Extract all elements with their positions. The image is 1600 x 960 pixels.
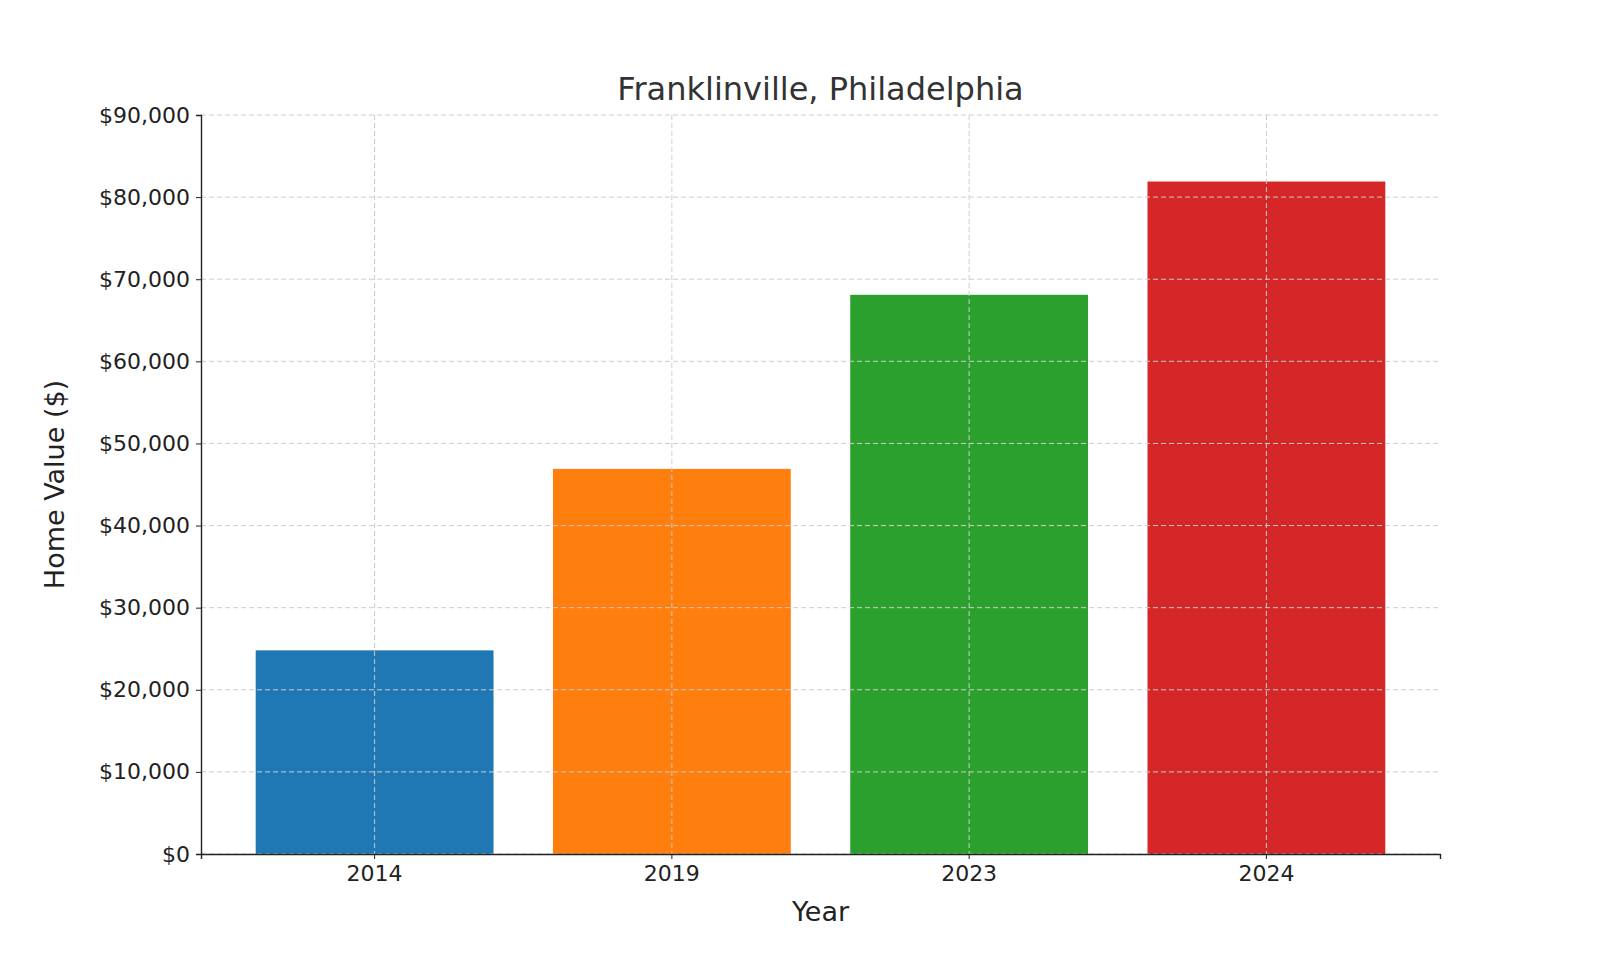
tick-mark xyxy=(196,526,201,527)
grid-line xyxy=(201,279,1440,280)
tick-label: 2024 xyxy=(1238,861,1294,886)
tick-mark xyxy=(196,854,201,855)
tick-label: $60,000 xyxy=(99,349,190,374)
tick-mark xyxy=(196,608,201,609)
tick: $30,000 xyxy=(99,595,201,620)
tick-label: 2019 xyxy=(644,861,700,886)
tick: 2024 xyxy=(1238,854,1294,886)
axis-line xyxy=(196,116,202,855)
tick-label: $0 xyxy=(162,842,190,867)
tick-label: $40,000 xyxy=(99,513,190,538)
grid-line xyxy=(374,115,375,854)
tick-mark xyxy=(1266,854,1267,859)
tick: $10,000 xyxy=(99,759,201,784)
grid-line xyxy=(201,607,1440,608)
grid-line xyxy=(671,115,672,854)
x-axis: 2014 2019 2023 2024 xyxy=(202,854,1441,886)
tick: $90,000 xyxy=(99,103,201,128)
tick: 2023 xyxy=(941,854,997,886)
tick-label: 2014 xyxy=(347,861,403,886)
tick-label: $70,000 xyxy=(99,267,190,292)
tick-mark xyxy=(196,197,201,198)
grid-line xyxy=(201,689,1440,690)
y-axis: $0 $10,000 $20,000 $30,000 $40,000 $50,000 $60… xyxy=(99,103,201,867)
tick-label: $80,000 xyxy=(99,185,190,210)
tick: $70,000 xyxy=(99,267,201,292)
plot-area: $0 $10,000 $20,000 $30,000 $40,000 $50,000 $60… xyxy=(99,103,1440,886)
x-axis-title: Year xyxy=(791,896,850,927)
chart: $0 $10,000 $20,000 $30,000 $40,000 $50,000 $60… xyxy=(0,0,1600,960)
tick-mark xyxy=(196,772,201,773)
tick: $40,000 xyxy=(99,513,201,538)
grid-line xyxy=(969,115,970,854)
grid-line xyxy=(201,197,1440,198)
tick-mark xyxy=(374,854,375,859)
grid-line xyxy=(201,361,1440,362)
tick-label: $90,000 xyxy=(99,103,190,128)
tick-label: $30,000 xyxy=(99,595,190,620)
tick-mark xyxy=(196,361,201,362)
tick: 2019 xyxy=(644,854,700,886)
grid-line xyxy=(201,771,1440,772)
grid-line xyxy=(201,525,1440,526)
tick-label: $50,000 xyxy=(99,431,190,456)
bars xyxy=(256,182,1386,854)
grid-line xyxy=(201,115,1440,116)
tick-label: $20,000 xyxy=(99,677,190,702)
tick: $50,000 xyxy=(99,431,201,456)
tick-mark xyxy=(671,854,672,859)
tick-label: $10,000 xyxy=(99,759,190,784)
axis-line xyxy=(202,855,1441,860)
y-axis-title: Home Value ($) xyxy=(39,380,70,589)
tick: $60,000 xyxy=(99,349,201,374)
grid-line xyxy=(1266,115,1267,854)
tick-mark xyxy=(196,279,201,280)
grid xyxy=(201,115,1440,854)
title: Franklinville, Philadelphia xyxy=(617,70,1023,108)
tick: $80,000 xyxy=(99,185,201,210)
tick: $0 xyxy=(162,842,201,867)
tick-label: 2023 xyxy=(941,861,997,886)
tick-mark xyxy=(196,115,201,116)
tick-mark xyxy=(196,443,201,444)
tick-mark xyxy=(969,854,970,859)
tick-mark xyxy=(196,690,201,691)
tick: 2014 xyxy=(347,854,403,886)
tick: $20,000 xyxy=(99,677,201,702)
grid-line xyxy=(201,443,1440,444)
